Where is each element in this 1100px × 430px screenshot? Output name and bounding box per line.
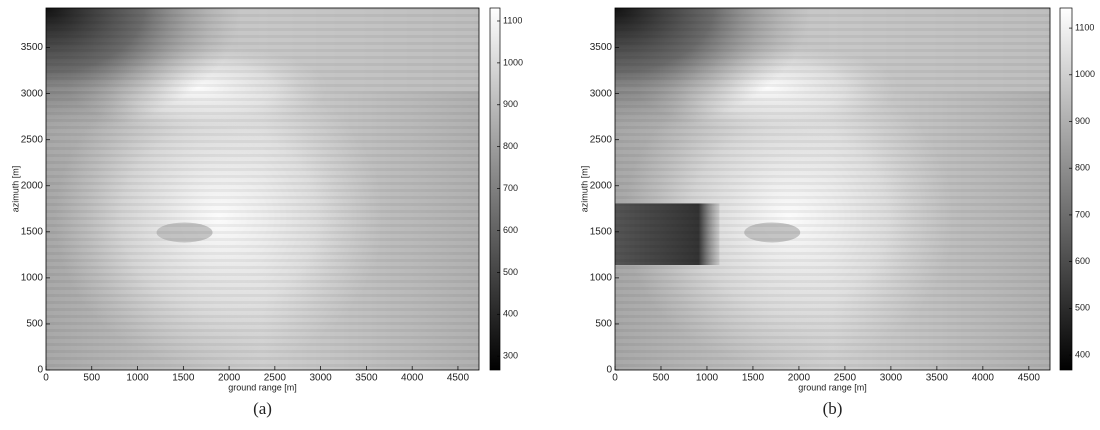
colorbar-tick-label: 500 [1075,303,1090,313]
caption: (b) [823,399,843,418]
colorbar-tick-label: 1000 [1075,69,1095,79]
x-tick-label: 2000 [788,373,811,384]
colorbar [1059,7,1073,371]
colorbar-tick-label: 700 [503,183,518,193]
y-tick-label: 2500 [590,134,613,145]
y-tick-label: 0 [606,365,612,376]
image [615,8,1050,370]
x-tick-label: 2500 [834,373,857,384]
colorbar-tick-label: 500 [503,267,518,277]
caption: (a) [253,399,272,418]
y-tick-label: 3500 [21,42,44,53]
x-tick-label: 1000 [696,373,719,384]
colorbar-tick-label: 800 [1075,163,1090,173]
colorbar [489,7,501,371]
x-tick-label: 3500 [926,373,949,384]
colorbar-tick-label: 900 [1075,116,1090,126]
x-axis-label: ground range [m] [228,382,297,392]
stripes [615,8,1050,370]
colorbar-tick-label: 300 [503,351,518,361]
x-axis-label: ground range [m] [798,382,867,392]
colorbar-tick-label: 600 [503,225,518,235]
y-tick-label: 500 [26,319,43,330]
y-tick-label: 3000 [590,88,613,99]
y-tick-label: 3500 [590,42,613,53]
x-tick-label: 0 [43,373,49,384]
colorbar-tick-label: 700 [1075,209,1090,219]
colorbar-tick-label: 1000 [503,57,523,67]
y-axis-label: azimuth [m] [10,166,20,213]
y-tick-label: 2000 [21,180,44,191]
x-tick-label: 4500 [1018,373,1041,384]
colorbar-tick-label: 400 [1075,349,1090,359]
y-tick-label: 500 [595,319,612,330]
x-tick-label: 3500 [355,373,378,384]
x-tick-label: 4000 [401,373,424,384]
x-tick-label: 4000 [972,373,995,384]
x-tick-label: 2000 [218,373,241,384]
colorbar-tick-label: 400 [503,309,518,319]
image [46,8,479,370]
x-tick-label: 3000 [310,373,333,384]
colorbar-tick-label: 800 [503,141,518,151]
y-tick-label: 1500 [590,226,613,237]
colorbar-tick-label: 900 [503,99,518,109]
x-tick-label: 2500 [264,373,287,384]
x-tick-label: 3000 [880,373,903,384]
x-tick-label: 1500 [172,373,195,384]
y-tick-label: 0 [37,365,43,376]
x-tick-label: 0 [612,373,618,384]
y-axis-label: azimuth [m] [579,166,589,213]
x-tick-label: 1500 [742,373,765,384]
x-tick-label: 500 [653,373,670,384]
y-tick-label: 2500 [21,134,44,145]
x-tick-label: 500 [83,373,100,384]
colorbar-tick-label: 600 [1075,256,1090,266]
axes-frame [614,7,1051,371]
y-tick-label: 2000 [590,180,613,191]
y-tick-label: 1000 [590,273,613,284]
x-tick-label: 4500 [447,373,470,384]
axes-frame [45,7,480,371]
y-tick-label: 1000 [21,273,44,284]
colorbar-tick-label: 1100 [503,15,522,25]
x-tick-label: 1000 [126,373,149,384]
y-tick-label: 1500 [21,226,44,237]
y-tick-label: 3000 [21,88,44,99]
stripes [46,8,479,370]
colorbar-tick-label: 1100 [1075,22,1094,32]
